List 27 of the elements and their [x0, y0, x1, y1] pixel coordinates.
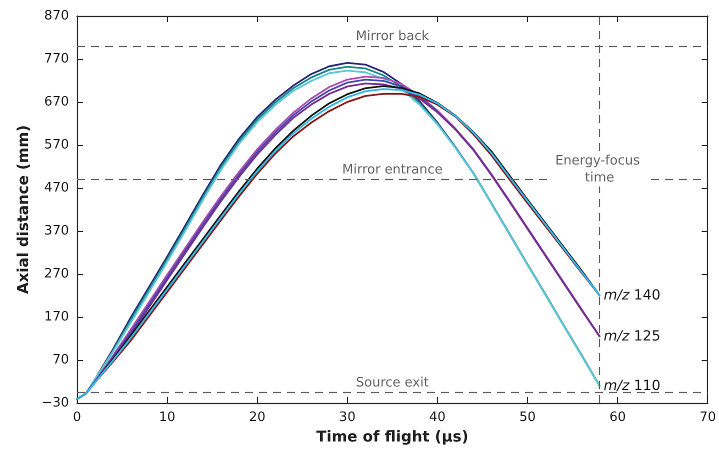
x-axis-title: Time of flight (µs) [316, 427, 468, 446]
x-tick-label: 70 [699, 410, 716, 425]
y-tick-label: 370 [44, 224, 69, 238]
y-tick-label: 770 [44, 52, 69, 66]
y-tick-label: 270 [44, 266, 69, 282]
x-tick-label: 40 [429, 410, 446, 425]
y-tick-label: −30 [42, 396, 69, 410]
ref-line-label: Energy-focus time [555, 154, 644, 186]
ref-line-label: Mirror entrance [342, 162, 443, 178]
series-label: m/z 125 [604, 328, 660, 344]
ref-line-label: Source exit [356, 375, 429, 390]
y-axis-title: Axial distance (mm) [14, 125, 32, 294]
series-label: m/z 110 [604, 378, 660, 394]
series-label: m/z 140 [604, 288, 660, 304]
ref-line-label: Mirror back [356, 29, 430, 44]
y-tick-label: 670 [44, 94, 69, 110]
y-tick-label: 470 [44, 180, 69, 196]
x-tick-label: 0 [72, 410, 82, 425]
x-tick-label: 10 [158, 410, 176, 425]
x-tick-label: 60 [609, 410, 626, 425]
x-tick-label: 20 [248, 410, 266, 425]
y-tick-label: 870 [44, 8, 69, 24]
y-tick-label: 170 [44, 310, 69, 324]
x-tick-label: 30 [339, 410, 356, 425]
y-tick-label: 70 [52, 352, 69, 368]
y-tick-label: 570 [44, 138, 69, 152]
x-tick-label: 50 [519, 410, 536, 425]
